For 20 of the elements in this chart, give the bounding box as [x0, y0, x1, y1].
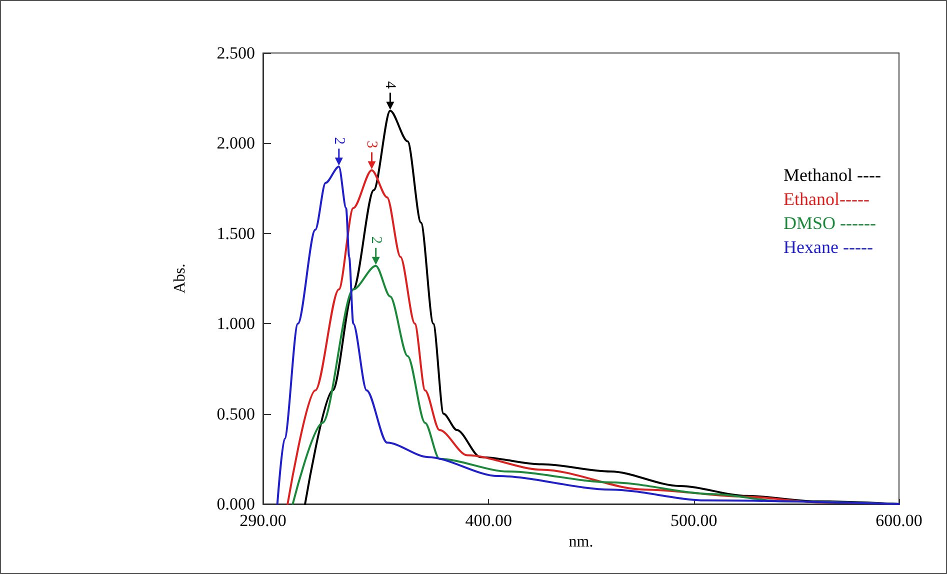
y-tick-label: 1.500 [216, 224, 255, 243]
text: Methanol ---- [784, 165, 882, 185]
y-tick-label: 0.000 [216, 494, 255, 514]
annotation: 3 [364, 140, 380, 148]
y-tick-label: 1.000 [216, 314, 255, 334]
x-tick-label: 290.00 [240, 511, 286, 530]
y-tick-label: 2.000 [216, 134, 255, 153]
x-tick-label: 600.00 [876, 511, 922, 530]
text: Ethanol----- [784, 189, 870, 209]
x-tick-label: 500.00 [670, 511, 718, 530]
y-tick-label: 0.500 [216, 404, 255, 424]
annotation: 4 [382, 81, 398, 90]
annotation: 2 [368, 236, 384, 244]
y-tick-label: 2.500 [216, 44, 255, 62]
text: Hexane ----- [784, 237, 873, 257]
x-axis-title: nm. [568, 534, 594, 550]
text: DMSO ------ [784, 213, 876, 233]
y-axis-title: Abs. [172, 264, 188, 294]
x-tick-label: 400.00 [465, 511, 512, 530]
annotation: 2 [330, 137, 347, 145]
